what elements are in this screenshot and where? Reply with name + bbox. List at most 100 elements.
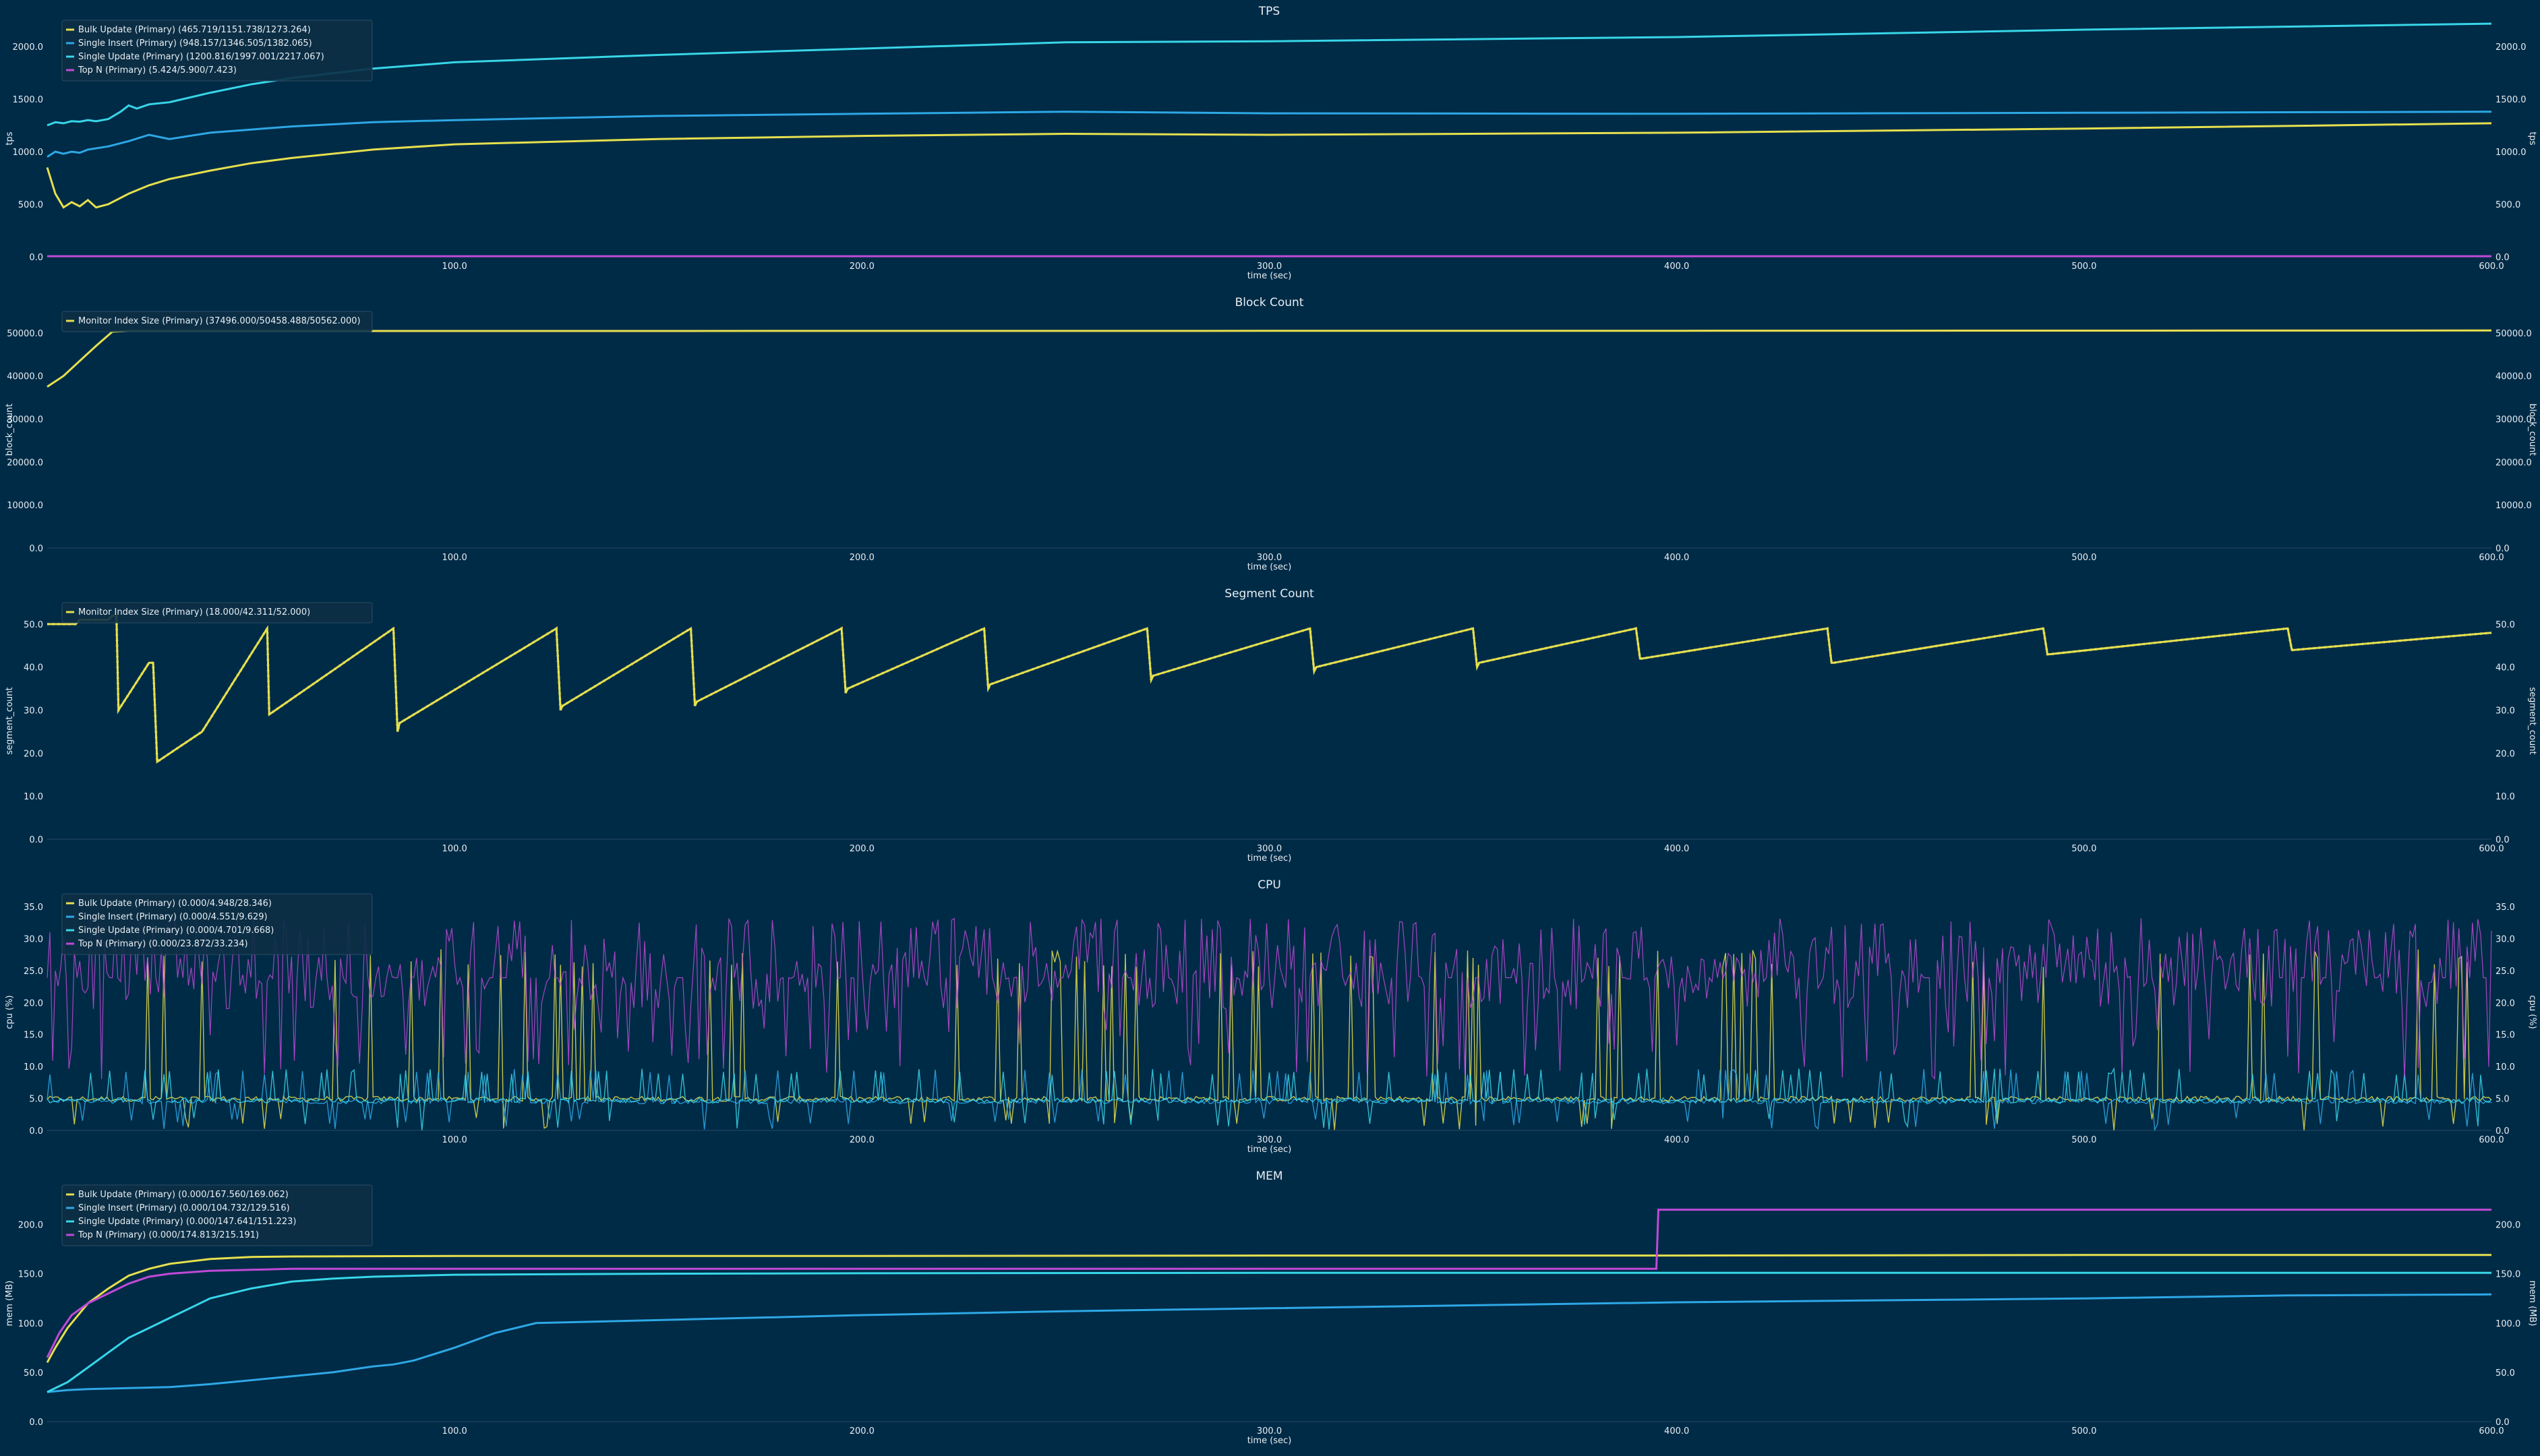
y-tick-label-right: 25.0 xyxy=(2495,967,2515,977)
x-tick-label: 400.0 xyxy=(1664,262,1689,272)
y-tick-label-right: 200.0 xyxy=(2495,1221,2520,1231)
x-tick-label: 200.0 xyxy=(850,1426,875,1436)
y-tick-label-left: 30.0 xyxy=(24,934,43,944)
x-tick-label: 200.0 xyxy=(850,553,875,563)
y-axis-label-right: tps xyxy=(2527,131,2537,145)
x-tick-label: 200.0 xyxy=(850,1135,875,1145)
y-tick-label-right: 20.0 xyxy=(2495,749,2515,759)
y-tick-label-right: 500.0 xyxy=(2495,200,2520,210)
legend-box xyxy=(61,602,373,624)
x-tick-label: 100.0 xyxy=(442,844,467,854)
series-line-0 xyxy=(46,1254,2491,1364)
y-tick-label-right: 0.0 xyxy=(2495,1418,2510,1428)
y-tick-label-left: 100.0 xyxy=(18,1319,43,1329)
x-tick-label: 500.0 xyxy=(2071,844,2096,854)
y-tick-label-right: 30.0 xyxy=(2495,706,2515,717)
x-tick-label: 600.0 xyxy=(2479,553,2504,563)
legend-box xyxy=(61,1184,373,1246)
y-tick-label-left: 30000.0 xyxy=(7,415,43,425)
y-tick-label-left: 20.0 xyxy=(24,749,43,759)
y-tick-label-left: 50.0 xyxy=(24,1368,43,1378)
legend-label-1: Single Insert (Primary) (948.157/1346.50… xyxy=(78,38,312,49)
series-line-1 xyxy=(47,111,2492,158)
y-tick-label-right: 20.0 xyxy=(2495,998,2515,1008)
y-tick-label-left: 0.0 xyxy=(29,835,43,845)
y-tick-label-right: 40.0 xyxy=(2495,663,2515,673)
x-axis-label: time (sec) xyxy=(1247,1436,1292,1446)
y-axis-label-left: cpu (%) xyxy=(5,995,15,1029)
y-tick-label-right: 0.0 xyxy=(2495,253,2510,263)
legend-label-3: Top N (Primary) (5.424/5.900/7.423) xyxy=(78,65,237,75)
x-tick-label: 300.0 xyxy=(1257,262,1282,272)
series-line-2 xyxy=(47,22,2492,127)
x-tick-label: 100.0 xyxy=(442,1426,467,1436)
series-line-1 xyxy=(47,1293,2492,1393)
y-tick-label-right: 10000.0 xyxy=(2495,501,2532,511)
y-tick-label-left: 10.0 xyxy=(24,792,43,802)
x-tick-label: 200.0 xyxy=(850,844,875,854)
series-line-2 xyxy=(47,1271,2491,1393)
series-line-0 xyxy=(47,614,2492,764)
chart-panel-2: Segment Count 100.0 200.0 300.0 400.0 500.0 60… xyxy=(5,587,2537,863)
y-tick-label-right: 40000.0 xyxy=(2495,372,2532,382)
y-tick-label-right: 0.0 xyxy=(2495,835,2510,845)
x-axis-label: time (sec) xyxy=(1247,271,1292,281)
y-axis-label-right: block_count xyxy=(2527,404,2537,456)
y-tick-label-right: 1000.0 xyxy=(2495,148,2527,158)
y-tick-label-left: 1000.0 xyxy=(13,148,44,158)
chart-title: MEM xyxy=(1256,1170,1282,1183)
y-tick-label-left: 200.0 xyxy=(18,1221,43,1231)
legend-label-2: Single Update (Primary) (0.000/4.701/9.6… xyxy=(78,926,274,936)
x-tick-label: 300.0 xyxy=(1257,844,1282,854)
y-tick-label-left: 35.0 xyxy=(24,903,43,913)
chart-title: Segment Count xyxy=(1224,587,1314,601)
x-tick-label: 500.0 xyxy=(2071,553,2096,563)
legend-label-0: Monitor Index Size (Primary) (18.000/42.… xyxy=(78,607,310,617)
legend-label-2: Single Update (Primary) (0.000/147.641/1… xyxy=(78,1217,296,1227)
legend-label-1: Single Insert (Primary) (0.000/104.732/1… xyxy=(78,1203,290,1213)
chart-panel-1: Block Count 100.0 200.0 300.0 400.0 500.0 600.… xyxy=(5,296,2537,572)
x-tick-label: 300.0 xyxy=(1257,1135,1282,1145)
y-tick-label-right: 10.0 xyxy=(2495,792,2515,802)
x-axis-label: time (sec) xyxy=(1247,562,1292,572)
y-tick-label-right: 2000.0 xyxy=(2495,42,2527,53)
x-tick-label: 100.0 xyxy=(442,262,467,272)
y-tick-label-left: 20000.0 xyxy=(7,458,43,468)
y-tick-label-right: 10.0 xyxy=(2495,1062,2515,1072)
y-tick-label-right: 5.0 xyxy=(2495,1095,2510,1105)
legend-box xyxy=(61,893,373,955)
x-tick-label: 400.0 xyxy=(1664,844,1689,854)
y-tick-label-left: 0.0 xyxy=(29,1126,43,1136)
x-tick-label: 200.0 xyxy=(850,262,875,272)
x-tick-label: 100.0 xyxy=(442,1135,467,1145)
series-line-3 xyxy=(47,917,2492,1080)
x-tick-label: 100.0 xyxy=(442,553,467,563)
y-tick-label-left: 20.0 xyxy=(24,998,43,1008)
series-line-3 xyxy=(46,1209,2491,1358)
y-tick-label-right: 20000.0 xyxy=(2495,458,2532,468)
x-tick-label: 600.0 xyxy=(2479,1426,2504,1436)
y-tick-label-right: 15.0 xyxy=(2495,1031,2515,1041)
legend-label-0: Bulk Update (Primary) (0.000/167.560/169… xyxy=(78,1190,289,1200)
x-axis-label: time (sec) xyxy=(1247,1145,1292,1155)
chart-title: CPU xyxy=(1258,878,1281,892)
chart-panel-4: MEM 100.0 200.0 300.0 400.0 500.0 600.0 time (s… xyxy=(5,1170,2537,1446)
series-line-0 xyxy=(46,122,2492,209)
y-tick-label-left: 5.0 xyxy=(29,1095,43,1105)
x-tick-label: 600.0 xyxy=(2479,844,2504,854)
x-tick-label: 400.0 xyxy=(1664,1135,1689,1145)
series-dots-0 xyxy=(47,614,2492,764)
y-tick-label-right: 35.0 xyxy=(2495,903,2515,913)
y-tick-label-left: 40.0 xyxy=(24,663,43,673)
y-tick-label-left: 30.0 xyxy=(24,706,43,717)
series-line-0 xyxy=(47,329,2492,388)
y-tick-label-left: 10.0 xyxy=(24,1062,43,1072)
y-axis-label-right: segment_count xyxy=(2527,687,2537,754)
y-axis-label-left: mem (MB) xyxy=(5,1281,15,1327)
x-tick-label: 500.0 xyxy=(2071,1426,2096,1436)
series-line-2 xyxy=(47,1067,2492,1130)
y-tick-label-left: 1500.0 xyxy=(13,95,44,105)
y-tick-label-left: 50.0 xyxy=(24,620,43,630)
x-axis-label: time (sec) xyxy=(1247,853,1292,863)
